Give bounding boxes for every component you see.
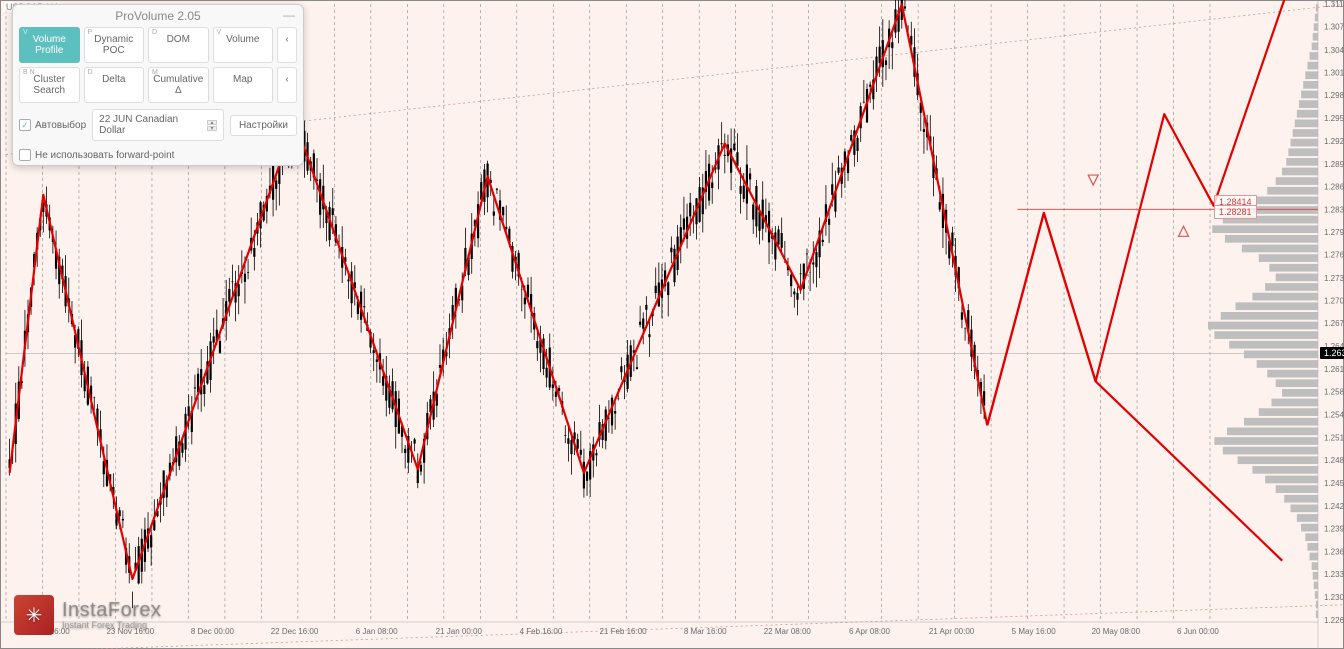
svg-text:1.23315: 1.23315 [1324,570,1344,579]
svg-text:1.28300: 1.28300 [1324,205,1344,214]
svg-text:1.23625: 1.23625 [1324,548,1344,557]
svg-text:8 Mar 16:00: 8 Mar 16:00 [684,627,727,636]
panel-collapse-button[interactable]: ‹ [277,27,297,63]
svg-text:1.25495: 1.25495 [1324,411,1344,420]
provolume-panel: ProVolume 2.05 — VVolume ProfilePDynamic… [12,4,304,166]
svg-text:1.29235: 1.29235 [1324,137,1344,146]
panel-button[interactable]: Map [213,67,274,103]
panel-button[interactable]: VVolume [213,27,274,63]
panel-button[interactable]: VVolume Profile [19,27,80,63]
svg-text:1.24875: 1.24875 [1324,456,1344,465]
instrument-select[interactable]: 22 JUN Canadian Dollar ▴▾ [92,109,224,141]
svg-text:1.24560: 1.24560 [1324,479,1344,488]
svg-text:1.30170: 1.30170 [1324,68,1344,77]
watermark-logo: ✳ InstaForex Instant Forex Trading [14,595,161,635]
panel-title-bar[interactable]: ProVolume 2.05 — [13,5,303,25]
svg-text:8 Dec 00:00: 8 Dec 00:00 [191,627,235,636]
checkbox-icon: ✓ [19,119,31,131]
panel-collapse-button[interactable]: ‹ [277,67,297,103]
svg-text:1.28920: 1.28920 [1324,160,1344,169]
panel-button-row-1: VVolume ProfilePDynamic POCDDOMVVolume‹ [13,25,303,65]
svg-text:1.25810: 1.25810 [1324,388,1344,397]
svg-text:6 Jan 08:00: 6 Jan 08:00 [356,627,398,636]
svg-text:22 Dec 16:00: 22 Dec 16:00 [271,627,319,636]
autoselect-checkbox[interactable]: ✓ Автовыбор [19,119,86,131]
logo-brand: InstaForex [62,599,161,621]
svg-text:1.23940: 1.23940 [1324,524,1344,533]
svg-text:22 Mar 08:00: 22 Mar 08:00 [764,627,812,636]
svg-text:1.30795: 1.30795 [1324,23,1344,32]
chart-root: 1.31105 1.30795 1.30480 1.30170 1.29860 1.295… [0,0,1344,649]
panel-button[interactable]: PDynamic POC [84,27,145,63]
svg-text:1.27990: 1.27990 [1324,228,1344,237]
logo-tagline: Instant Forex Trading [62,621,161,631]
svg-text:1.23005: 1.23005 [1324,593,1344,602]
svg-text:21 Feb 16:00: 21 Feb 16:00 [599,627,647,636]
panel-button[interactable]: DDOM [148,27,209,63]
autoselect-label: Автовыбор [35,120,86,131]
panel-title-text: ProVolume 2.05 [115,9,200,23]
svg-text:1.24250: 1.24250 [1324,502,1344,511]
panel-minimize-icon[interactable]: — [283,8,295,22]
svg-text:1.25185: 1.25185 [1324,433,1344,442]
svg-text:20 May 08:00: 20 May 08:00 [1092,627,1141,636]
svg-text:1.26745: 1.26745 [1324,319,1344,328]
svg-text:1.28610: 1.28610 [1324,183,1344,192]
svg-text:1.29545: 1.29545 [1324,114,1344,123]
svg-text:6 Apr 08:00: 6 Apr 08:00 [849,627,890,636]
svg-text:1.30480: 1.30480 [1324,46,1344,55]
select-spinner-icon[interactable]: ▴▾ [207,120,217,131]
forwardpoint-checkbox[interactable]: Не использовать forward-point [19,149,174,161]
forwardpoint-label: Не использовать forward-point [35,150,174,161]
panel-button[interactable]: B NCluster Search [19,67,80,103]
svg-text:4 Feb 16:00: 4 Feb 16:00 [520,627,563,636]
svg-text:1.27055: 1.27055 [1324,296,1344,305]
instrument-value: 22 JUN Canadian Dollar [99,114,207,136]
svg-text:1.31105: 1.31105 [1324,0,1344,9]
svg-text:5 May 16:00: 5 May 16:00 [1012,627,1057,636]
svg-text:21 Apr 00:00: 21 Apr 00:00 [929,627,975,636]
svg-text:1.27365: 1.27365 [1324,274,1344,283]
checkbox-icon [19,149,31,161]
panel-button-row-2: B NCluster SearchDDeltaMCumulative ∆Map‹ [13,65,303,105]
svg-text:6 Jun 00:00: 6 Jun 00:00 [1177,627,1219,636]
svg-text:21 Jan 00:00: 21 Jan 00:00 [436,627,483,636]
logo-mark-icon: ✳ [14,595,54,635]
panel-button[interactable]: MCumulative ∆ [148,67,209,103]
price-label: 1.28281 [1214,205,1257,219]
svg-text:1.26120: 1.26120 [1324,365,1344,374]
svg-text:1.22690: 1.22690 [1324,616,1344,625]
settings-button[interactable]: Настройки [230,115,297,136]
price-label: 1.26332 [1320,347,1344,359]
svg-text:1.29860: 1.29860 [1324,91,1344,100]
svg-text:1.27680: 1.27680 [1324,251,1344,260]
panel-button[interactable]: DDelta [84,67,145,103]
